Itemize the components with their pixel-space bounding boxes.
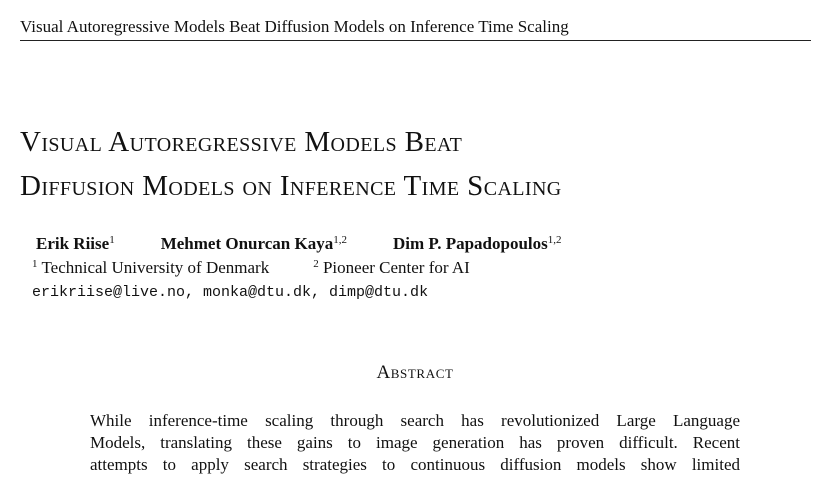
affiliation-mark: 2 bbox=[313, 258, 319, 270]
abstract-body: While inference-time scaling through sea… bbox=[90, 410, 740, 476]
affiliation-name: Technical University of Denmark bbox=[41, 258, 270, 277]
affiliation-mark: 1 bbox=[32, 258, 38, 270]
header-rule bbox=[20, 40, 811, 41]
abstract-heading: Abstract bbox=[376, 362, 454, 383]
affiliation: 2 Pioneer Center for AI bbox=[313, 257, 470, 279]
abstract-line: attempts to apply search strategies to c… bbox=[90, 455, 740, 474]
running-header: Visual Autoregressive Models Beat Diffus… bbox=[20, 17, 569, 36]
affiliation-name: Pioneer Center for AI bbox=[322, 258, 470, 277]
author-affiliation-mark: 1,2 bbox=[333, 234, 347, 246]
author-emails: erikriise@live.no, monka@dtu.dk, dimp@dt… bbox=[32, 284, 429, 301]
author-list: Erik Riise1 Mehmet Onurcan Kaya1,2 Dim P. … bbox=[36, 233, 562, 255]
author-name: Erik Riise bbox=[36, 234, 110, 253]
author-name: Mehmet Onurcan Kaya bbox=[160, 234, 334, 253]
affiliation-list: 1 Technical University of Denmark 2 Pione… bbox=[32, 257, 470, 279]
author: Erik Riise1 bbox=[36, 233, 115, 255]
title-line: Visual Autoregressive Models Beat bbox=[20, 126, 463, 158]
author-affiliation-mark: 1,2 bbox=[547, 234, 562, 246]
title-line: Diffusion Models on Inference Time Scali… bbox=[20, 170, 562, 202]
author-name: Dim P. Papadopoulos bbox=[392, 234, 548, 253]
author: Mehmet Onurcan Kaya1,2 bbox=[161, 233, 347, 255]
affiliation: 1 Technical University of Denmark bbox=[32, 257, 269, 279]
abstract-line: Models, translating these gains to image… bbox=[90, 433, 740, 452]
author: Dim P. Papadopoulos1,2 bbox=[393, 233, 562, 255]
paper-title: Visual Autoregressive Models Beat Diffus… bbox=[20, 120, 562, 208]
abstract-line: While inference-time scaling through sea… bbox=[90, 411, 740, 430]
author-affiliation-mark: 1 bbox=[109, 234, 115, 246]
